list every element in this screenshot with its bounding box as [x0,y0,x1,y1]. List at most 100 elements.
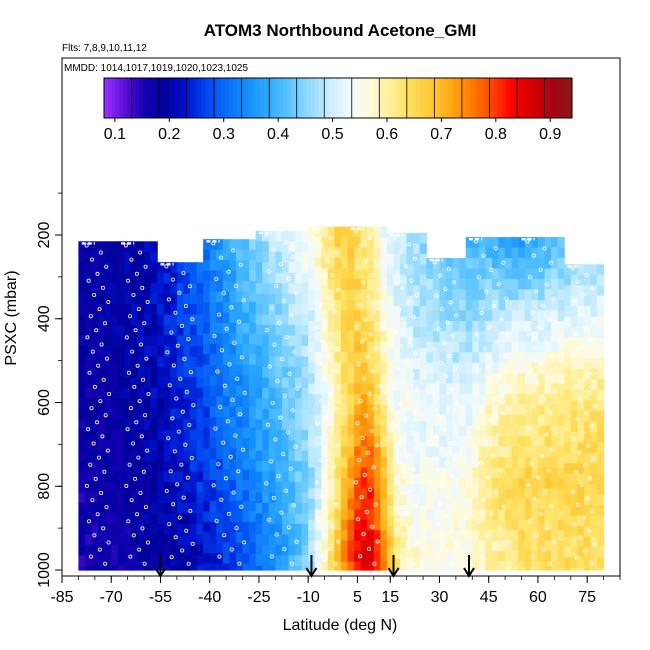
heatmap-cell [551,341,559,353]
heatmap-cell [518,477,526,489]
observation-point [432,487,437,492]
heatmap-cell [84,356,93,368]
heatmap-cell [308,341,316,353]
heatmap-cell [498,310,506,322]
heatmap-cell [347,425,355,437]
heatmap-cell [446,467,454,479]
heatmap-cell [137,387,145,399]
heatmap-cell [439,477,447,489]
observation-point [398,496,403,501]
heatmap-cell [84,408,93,420]
heatmap-cell [472,551,480,563]
observation-point [359,495,364,500]
heatmap-cell [432,488,441,500]
heatmap-cell [465,299,473,311]
heatmap-cell [130,503,139,515]
heatmap-cell [491,446,500,458]
heatmap-cell [91,555,99,567]
observation-point [85,335,90,340]
observation-point [181,270,186,275]
observation-point [133,328,138,333]
heatmap-cell [249,500,257,512]
heatmap-cell [373,394,381,406]
heatmap-cell [400,232,408,244]
heatmap-cell [386,274,395,286]
observation-point [335,443,340,448]
heatmap-cell [176,304,185,316]
observation-point [532,497,537,502]
observation-point [325,258,330,263]
heatmap-cell [354,498,362,510]
heatmap-cell [570,463,578,475]
observation-point [575,279,580,284]
observation-point [530,310,535,315]
heatmap-cell [511,498,519,510]
heatmap-cell [380,477,388,489]
observation-point [323,317,328,322]
heatmap-cell [524,373,532,385]
heatmap-cell [393,274,401,286]
heatmap-cell [406,274,414,286]
heatmap-cell [196,461,204,473]
heatmap-cell [360,237,368,249]
heatmap-cell [78,419,86,431]
observation-point [450,474,455,479]
heatmap-cell [117,492,125,504]
heatmap-cell [452,258,460,270]
heatmap-cell [111,534,119,546]
heatmap-cell [262,304,270,316]
heatmap-cell [137,440,145,452]
heatmap-cell [393,494,401,506]
heatmap-cell [511,530,519,542]
observation-point [579,482,584,487]
heatmap-cell [505,446,513,458]
heatmap-cell [242,270,250,282]
observation-point [227,362,232,367]
observation-point [329,332,334,337]
heatmap-cell [176,335,185,347]
heatmap-cell [354,394,362,406]
heatmap-cell [242,406,250,418]
heatmap-cell [275,429,283,441]
heatmap-cell [235,312,244,324]
heatmap-cell [367,446,375,458]
observation-point [485,382,490,387]
colorbar-segment [525,78,530,118]
observation-point [272,342,277,347]
heatmap-cell [262,325,270,337]
heatmap-cell [465,519,473,531]
heatmap-cell [255,241,263,253]
heatmap-cell [117,325,125,337]
heatmap-cell [537,352,546,364]
heatmap-cell [531,289,539,301]
heatmap-cell [117,534,125,546]
colorbar-segment [412,78,417,118]
heatmap-cell [176,293,185,305]
heatmap-cell [564,557,572,569]
heatmap-cell [597,442,605,454]
observation-point [213,426,218,431]
heatmap-cell [222,260,230,272]
heatmap-cell [163,450,171,462]
heatmap-cell [203,385,211,397]
heatmap-cell [203,260,211,272]
colorbar-segment [439,78,444,118]
observation-point [545,525,550,530]
heatmap-cell [465,278,473,291]
heatmap-cell [281,534,290,546]
colorbar-segment [314,78,319,118]
heatmap-cell [380,488,388,500]
heatmap-cell [314,310,322,322]
heatmap-cell [150,503,158,515]
observation-point [164,264,169,269]
heatmap-cell [308,509,316,521]
heatmap-cell [334,373,342,385]
heatmap-cell [485,299,493,311]
heatmap-cell [439,341,447,353]
heatmap-cell [400,494,408,506]
heatmap-cell [98,461,106,473]
heatmap-cell [183,482,191,494]
observation-point [393,481,398,486]
heatmap-cell [111,471,119,483]
heatmap-cell [157,345,165,358]
